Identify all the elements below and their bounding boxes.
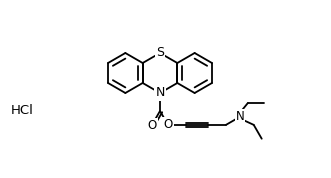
Text: S: S bbox=[156, 46, 164, 59]
Text: O: O bbox=[147, 119, 157, 132]
Text: O: O bbox=[164, 118, 173, 131]
Text: N: N bbox=[235, 110, 244, 123]
Text: N: N bbox=[155, 87, 165, 100]
Text: HCl: HCl bbox=[11, 103, 33, 116]
